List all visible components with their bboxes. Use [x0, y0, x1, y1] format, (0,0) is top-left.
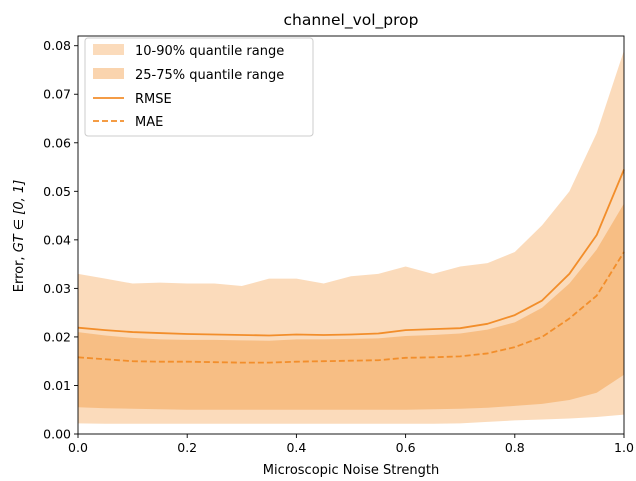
y-tick-label: 0.04: [43, 232, 71, 247]
y-axis: 0.00 0.01 0.02 0.03 0.04 0.05 0.06 0.07 0.08: [43, 38, 78, 442]
legend-label-band-1: 25-75% quantile range: [135, 68, 284, 83]
x-axis-label: Microscopic Noise Strength: [263, 463, 439, 478]
series-line-0: [77, 169, 625, 337]
y-axis-label-text: Error,: [12, 252, 27, 292]
y-tick-label: 0.07: [43, 87, 71, 102]
legend: 10-90% quantile range 25-75% quantile ra…: [84, 37, 314, 137]
plot-area: [77, 50, 625, 424]
legend-label-band-0: 10-90% quantile range: [135, 44, 284, 59]
x-tick-label: 0.8: [505, 440, 525, 455]
legend-swatch-band-0: [93, 44, 124, 55]
bands-layer: [78, 50, 624, 424]
band-1: [78, 203, 624, 410]
lines-layer: [77, 169, 625, 364]
legend-label-series-1: MAE: [135, 115, 163, 130]
plot-frame: [77, 35, 625, 435]
y-tick-label: 0.00: [43, 427, 71, 442]
y-tick-label: 0.06: [43, 135, 71, 150]
x-tick-label: 0.2: [177, 440, 197, 455]
legend-frame: [84, 37, 314, 137]
x-tick-label: 0.0: [68, 440, 88, 455]
y-tick-label: 0.08: [43, 38, 71, 53]
x-tick-label: 0.6: [396, 440, 416, 455]
y-axis-label: Error, GT ∈ [0, 1]: [12, 180, 27, 293]
x-axis: 0.0 0.2 0.4 0.6 0.8 1.0: [68, 434, 634, 455]
y-tick-label: 0.01: [43, 378, 71, 393]
x-tick-label: 1.0: [614, 440, 634, 455]
y-tick-label: 0.02: [43, 329, 71, 344]
band-0: [78, 50, 624, 424]
y-tick-label: 0.03: [43, 281, 71, 296]
chart-title: channel_vol_prop: [284, 11, 419, 30]
legend-swatch-band-1: [93, 68, 124, 79]
y-tick-label: 0.05: [43, 184, 71, 199]
series-line-1: [77, 251, 625, 364]
legend-label-series-0: RMSE: [135, 92, 172, 107]
x-tick-label: 0.4: [286, 440, 306, 455]
y-axis-label-math: GT ∈ [0, 1]: [12, 180, 27, 253]
